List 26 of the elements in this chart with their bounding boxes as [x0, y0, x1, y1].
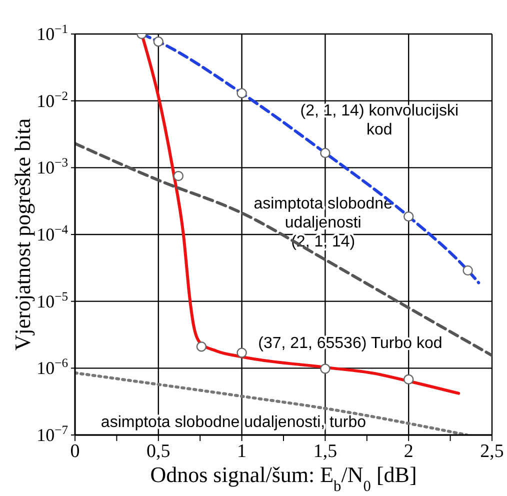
x-tick-label: 1: [237, 441, 247, 462]
y-tick-label: 10$^{−3}$: [36, 156, 68, 178]
y-tick-label: 10$^{−1}$: [36, 22, 68, 44]
x-tick-label: 1,5: [313, 441, 338, 462]
point: [462, 265, 473, 276]
x-tick-label: 2,5: [480, 441, 504, 462]
y-tick-label: 10$^{−2}$: [36, 88, 68, 111]
point: [403, 211, 414, 222]
point: [173, 170, 184, 182]
y-tick-label: 10$^{−4}$: [36, 222, 69, 244]
x-tick-label: 2: [404, 441, 414, 462]
point: [320, 364, 330, 374]
y-tick-label: 10$^{−7}$: [36, 423, 68, 445]
y-tick-label: 10$^{−5}$: [36, 289, 68, 312]
point: [236, 348, 247, 358]
x-tick-label: 0,5: [146, 441, 170, 462]
point: [153, 36, 164, 47]
point: [236, 88, 247, 98]
point: [196, 342, 207, 352]
x-axis-title: Odnos signal/šum: E$_{b}$/N$_{0}$ [dB]: [150, 462, 417, 494]
point: [403, 374, 414, 384]
point: [320, 148, 330, 158]
x-tick-label: 0: [70, 441, 80, 462]
line-series: [75, 371, 468, 435]
y-axis-title: Vjerojatnost pogreške bita: [10, 118, 35, 351]
y-tick-label: 10$^{−6}$: [36, 356, 68, 378]
